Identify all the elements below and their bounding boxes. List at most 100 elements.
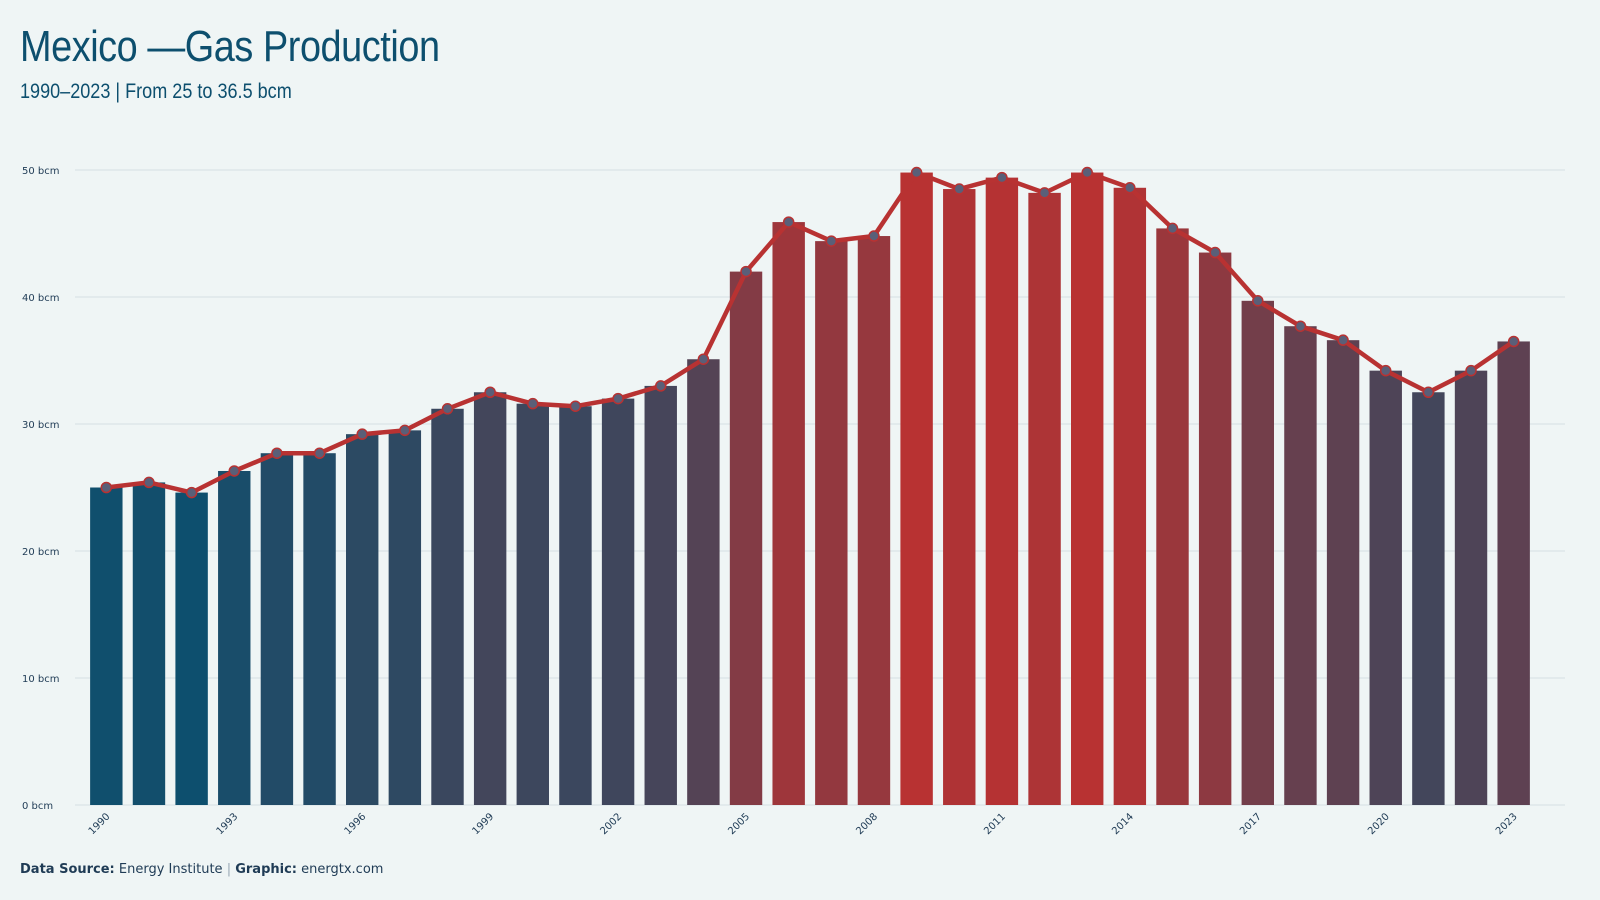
bar: [90, 487, 123, 805]
x-tick-label: 1996: [343, 811, 369, 837]
bar: [1497, 341, 1530, 805]
data-point: [356, 428, 368, 440]
bar: [559, 406, 592, 805]
data-point: [825, 235, 838, 247]
bar: [1156, 228, 1189, 806]
bar: [1241, 300, 1274, 805]
trend-line: [104, 170, 1516, 495]
y-tick-label: 50 bcm: [22, 166, 60, 177]
markers: [100, 166, 1520, 499]
data-point: [996, 171, 1008, 184]
bar: [175, 492, 208, 805]
footer-separator: |: [226, 862, 232, 877]
y-axis-ticks: 0 bcm 10 bcm 20 bcm 30 bcm 40 bcm 50 bcm: [22, 166, 60, 812]
bar: [1113, 187, 1147, 805]
y-tick-label: 10 bcm: [22, 674, 60, 685]
data-point: [612, 392, 624, 405]
data-point: [910, 166, 923, 179]
data-point: [1209, 246, 1221, 259]
bar: [388, 430, 422, 805]
source-value: Energy Institute: [118, 862, 223, 877]
bar: [260, 453, 294, 805]
x-axis-ticks: 1990 1993 1996 1999 2002 2005 2008 2011 2014 2017…: [87, 811, 1520, 837]
bar: [1326, 340, 1360, 805]
data-point: [953, 183, 966, 195]
bar: [218, 470, 251, 805]
data-point: [697, 353, 710, 365]
x-tick-label: 2020: [1366, 811, 1392, 837]
source-label: Data Source:: [20, 862, 115, 877]
bar: [943, 189, 976, 806]
x-tick-label: 2008: [854, 811, 880, 837]
data-point: [782, 216, 795, 228]
data-point: [484, 386, 496, 398]
bar: [1028, 192, 1061, 806]
y-tick-label: 20 bcm: [22, 547, 60, 558]
bars: [90, 172, 1530, 806]
data-point: [1337, 334, 1349, 346]
data-point: [271, 447, 283, 459]
chart-subtitle: 1990–2023 | From 25 to 36.5 bcm: [20, 80, 292, 103]
data-point: [527, 397, 539, 410]
bar: [1369, 370, 1402, 805]
bar: [772, 222, 805, 805]
bar: [1198, 252, 1232, 806]
graphic-value: energtx.com: [301, 862, 384, 877]
x-tick-label: 1993: [215, 811, 241, 837]
x-tick-label: 1990: [87, 811, 113, 837]
series-line: [104, 170, 1516, 495]
data-point: [399, 424, 411, 437]
data-point: [1507, 335, 1520, 348]
data-point: [313, 447, 326, 459]
bar: [1454, 370, 1488, 805]
x-tick-label: 2011: [982, 811, 1008, 837]
data-point: [1379, 364, 1392, 377]
data-point: [740, 265, 752, 278]
x-tick-label: 2002: [598, 811, 624, 837]
x-tick-label: 2023: [1494, 811, 1520, 837]
bar: [431, 408, 464, 805]
data-point: [1422, 386, 1435, 398]
data-point: [1124, 182, 1136, 194]
bar: [687, 359, 720, 805]
bar: [516, 403, 549, 805]
bar: [729, 271, 763, 806]
x-tick-label: 2017: [1238, 811, 1264, 837]
x-tick-label: 2005: [726, 811, 752, 837]
data-point: [441, 403, 454, 415]
data-point: [100, 481, 113, 494]
data-point: [1166, 222, 1179, 235]
data-point: [654, 380, 667, 392]
bar: [1284, 326, 1317, 805]
bar: [132, 482, 166, 805]
bar: [346, 434, 379, 805]
bar: [815, 241, 848, 805]
bar: [1412, 392, 1445, 805]
bar: [601, 398, 635, 805]
bar: [644, 385, 677, 805]
x-tick-label: 2014: [1110, 811, 1136, 837]
data-point: [143, 476, 155, 489]
bar: [473, 392, 507, 805]
bar: [1071, 172, 1104, 806]
data-point: [868, 230, 880, 242]
x-tick-label: 1999: [470, 811, 496, 837]
data-point: [1252, 295, 1264, 307]
chart-title: Mexico —Gas Production: [20, 22, 440, 71]
bar: [985, 177, 1019, 805]
y-tick-label: 0 bcm: [22, 801, 53, 812]
bar: [900, 172, 933, 806]
bar: [857, 236, 891, 806]
data-point: [1465, 364, 1477, 377]
graphic-label: Graphic:: [235, 862, 297, 877]
data-point: [1294, 320, 1307, 332]
footer-credits: Data Source: Energy Institute | Graphic:…: [20, 862, 383, 877]
data-point: [228, 465, 241, 477]
data-point: [1081, 166, 1093, 179]
data-point: [569, 400, 582, 412]
y-tick-label: 30 bcm: [22, 420, 60, 431]
data-point: [1038, 187, 1051, 199]
bar: [303, 453, 336, 805]
y-tick-label: 40 bcm: [22, 293, 60, 304]
